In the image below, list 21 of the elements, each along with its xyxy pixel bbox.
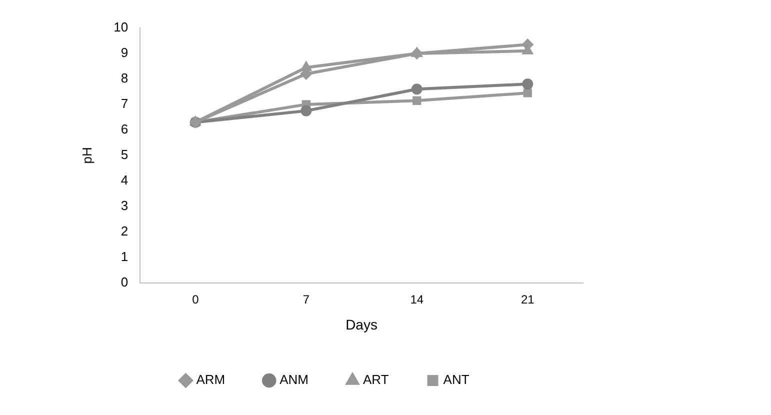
y-tick-label: 10 (114, 20, 128, 35)
y-tick-label: 1 (120, 248, 128, 264)
y-tick-label: 2 (120, 223, 128, 238)
y-axis-title: pH (79, 147, 94, 164)
x-tick-label: 0 (192, 292, 200, 306)
x-axis-title: Days (346, 316, 378, 332)
legend-label: ART (363, 372, 389, 388)
legend-label: ARM (196, 372, 226, 388)
y-tick-label: 0 (120, 274, 128, 290)
y-tick-label: 4 (120, 172, 128, 188)
x-tick-label: 7 (302, 292, 310, 306)
legend-label: ANM (280, 372, 309, 388)
y-tick-label: 7 (120, 96, 128, 112)
legend-label: ANT (443, 372, 470, 388)
y-tick-label: 6 (120, 122, 128, 136)
y-tick-label: 3 (120, 198, 128, 213)
x-tick-label: 14 (410, 292, 424, 306)
y-tick-label: 8 (120, 70, 128, 86)
y-tick-label: 5 (120, 146, 128, 162)
y-tick-label: 9 (120, 45, 128, 60)
x-tick-label: 21 (520, 292, 535, 306)
